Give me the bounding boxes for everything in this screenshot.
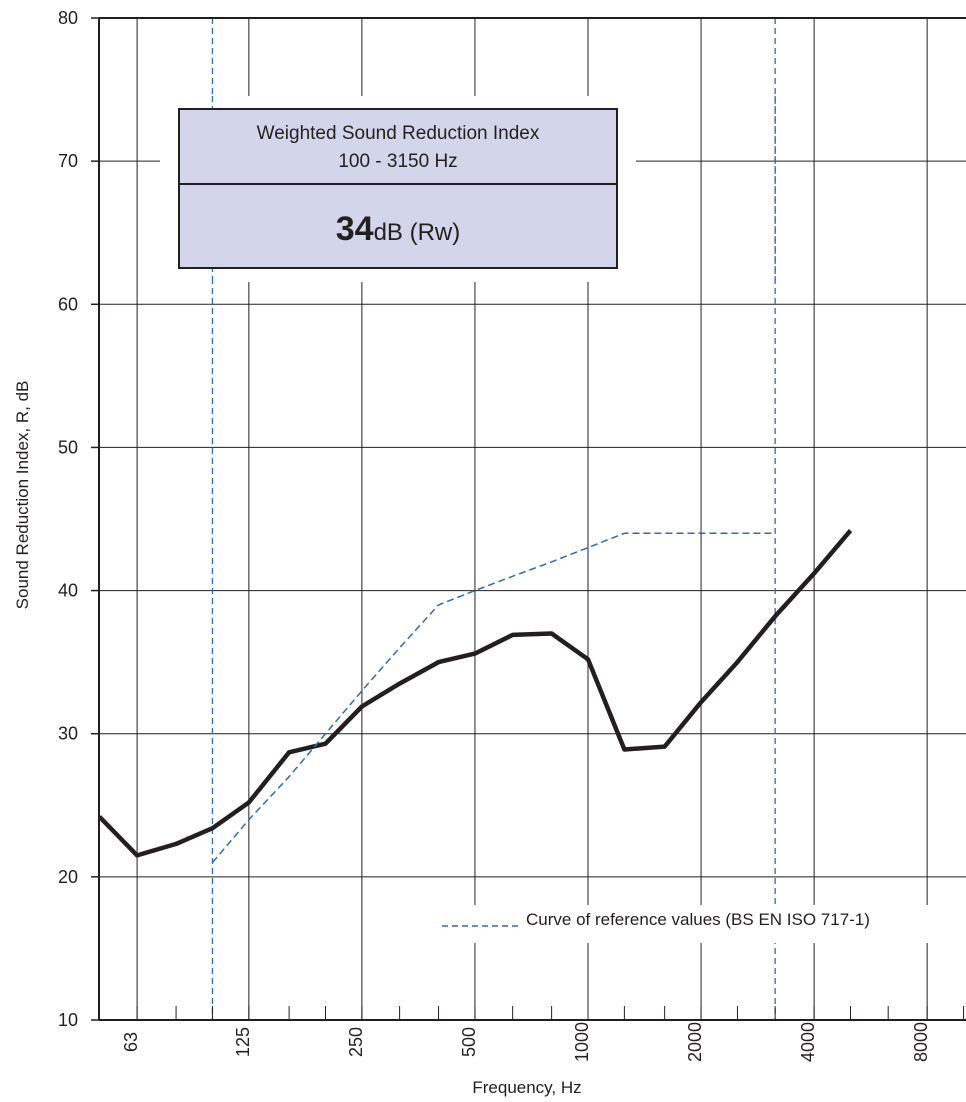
x-tick-label: 125 [233, 1027, 253, 1057]
weighted-index-value: 34 [336, 210, 374, 248]
legend-background [436, 905, 960, 943]
x-tick-label: 2000 [685, 1022, 705, 1062]
y-axis-title: Sound Reduction Index, R, dB [13, 381, 32, 610]
weighted-index-box-background [178, 108, 618, 269]
y-tick-label: 40 [58, 581, 78, 601]
frequency-range-markers [211, 18, 776, 1020]
x-tick-label: 250 [346, 1027, 366, 1057]
x-tick-label: 4000 [798, 1022, 818, 1062]
x-axis-title: Frequency, Hz [472, 1078, 581, 1097]
legend: Curve of reference values (BS EN ISO 717… [436, 905, 960, 943]
y-tick-label: 80 [58, 8, 78, 28]
x-tick-label: 500 [459, 1027, 479, 1057]
axes [91, 17, 966, 1021]
x-tick-label: 1000 [572, 1022, 592, 1062]
y-tick-label: 30 [58, 724, 78, 744]
weighted-index-unit: dB (Rw) [374, 219, 461, 246]
series-lines [97, 529, 853, 863]
series-line-measured [97, 529, 853, 858]
x-tick-label: 8000 [911, 1022, 931, 1062]
y-tick-label: 70 [58, 151, 78, 171]
y-tick-label: 20 [58, 867, 78, 887]
weighted-index-box: Weighted Sound Reduction Index 100 - 315… [178, 108, 618, 269]
weighted-index-range: 100 - 3150 Hz [338, 151, 457, 172]
y-tick-labels: 80 70 60 50 40 30 20 10 [58, 8, 78, 1030]
y-tick-label: 10 [58, 1010, 78, 1030]
weighted-index-value-line: 34dB (Rw) [336, 210, 461, 248]
weighted-index-title: Weighted Sound Reduction Index [257, 123, 540, 144]
y-tick-label: 50 [58, 437, 78, 457]
x-tick-labels: 63 125 250 500 1000 2000 4000 8000 [121, 1022, 931, 1062]
legend-label-reference-curve: Curve of reference values (BS EN ISO 717… [526, 910, 870, 929]
y-tick-label: 60 [58, 294, 78, 314]
x-tick-label: 63 [121, 1032, 141, 1052]
series-line-reference-curve [211, 532, 776, 863]
